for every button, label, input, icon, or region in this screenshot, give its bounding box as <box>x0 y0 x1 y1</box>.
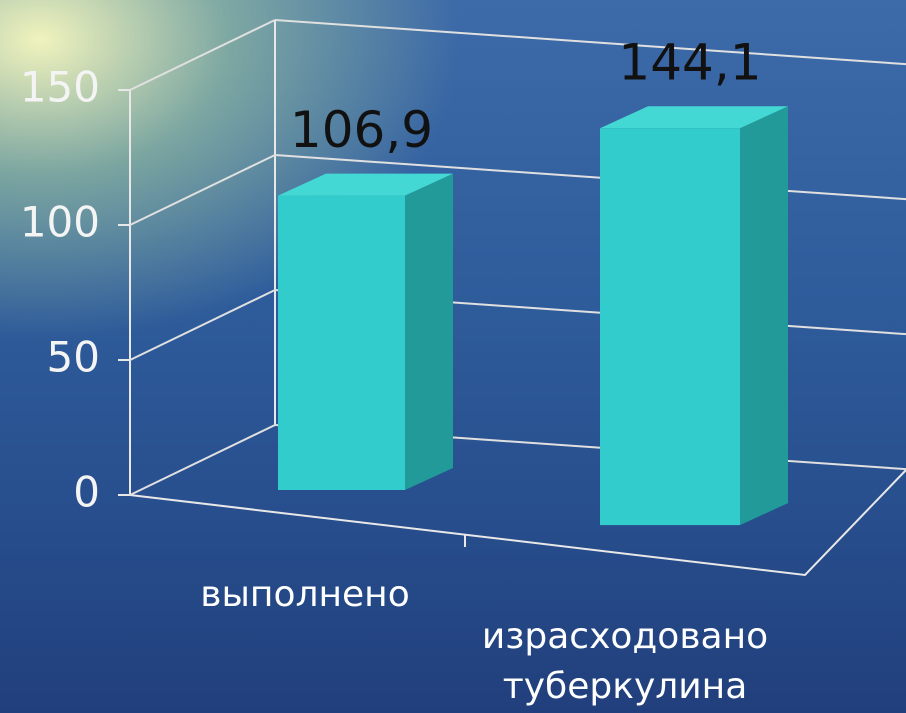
value-label: 144,1 <box>618 34 761 92</box>
value-label: 106,9 <box>290 101 433 159</box>
bar-front <box>600 128 740 526</box>
grid-line <box>274 154 906 201</box>
x-tick-label: выполнено <box>200 574 410 615</box>
floor-edge <box>129 469 906 577</box>
bar-front <box>278 195 405 490</box>
grid-line <box>129 19 276 91</box>
y-tick-label: 50 <box>47 333 100 382</box>
bar <box>278 173 453 490</box>
y-tick-label: 100 <box>20 198 100 247</box>
grid-line <box>129 154 276 226</box>
bar-top <box>600 106 788 129</box>
grid-line <box>274 19 906 66</box>
y-tick-label: 0 <box>73 468 100 517</box>
bar-top <box>278 173 453 196</box>
grid-line <box>129 424 276 496</box>
bar <box>600 106 788 526</box>
bar-side <box>740 106 788 526</box>
x-tick-label: израсходовано туберкулина <box>481 616 769 707</box>
y-tick-label: 150 <box>20 63 100 112</box>
bar-side <box>405 173 453 490</box>
grid-line <box>129 289 276 361</box>
